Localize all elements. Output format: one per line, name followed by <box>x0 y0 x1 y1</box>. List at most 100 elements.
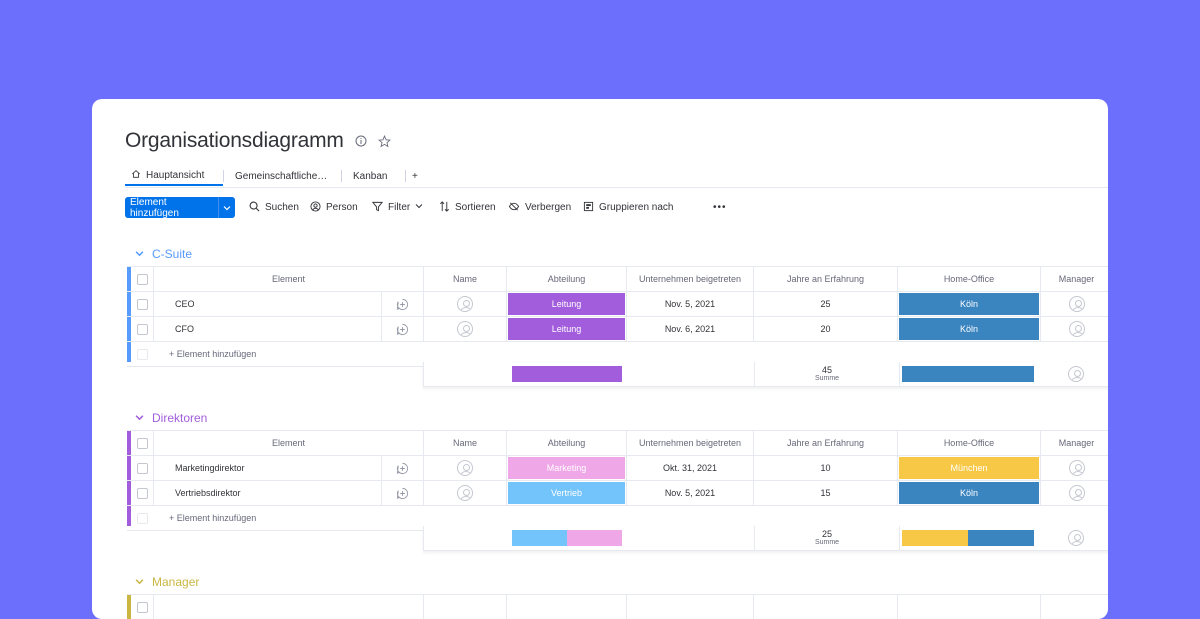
add-view-button[interactable]: + <box>412 166 418 186</box>
add-update-icon[interactable] <box>381 317 423 341</box>
status-cell-homeoffice[interactable]: Köln <box>897 292 1040 316</box>
col-abteilung[interactable]: Abteilung <box>506 267 626 291</box>
tab-hauptansicht[interactable]: Hauptansicht <box>125 166 223 186</box>
add-update-icon[interactable] <box>381 292 423 316</box>
group-header-manager[interactable]: Manager <box>135 575 199 589</box>
status-cell-abteilung[interactable]: Marketing <box>506 456 626 480</box>
col-name[interactable]: Name <box>423 431 506 455</box>
col-homeoffice[interactable]: Home-Office <box>897 431 1040 455</box>
board-title[interactable]: Organisationsdiagramm <box>125 129 344 153</box>
manager-cell[interactable] <box>1040 292 1108 316</box>
item-name[interactable]: CFO <box>153 317 381 341</box>
chevron-down-icon[interactable] <box>135 411 144 425</box>
group-title[interactable]: Direktoren <box>152 411 207 425</box>
group-title[interactable]: C-Suite <box>152 247 192 261</box>
row-checkbox[interactable] <box>131 292 153 316</box>
add-update-icon[interactable] <box>381 481 423 505</box>
status-cell-homeoffice[interactable]: Köln <box>897 317 1040 341</box>
person-filter-button[interactable]: Person <box>310 197 358 218</box>
col-erfahrung[interactable]: Jahre an Erfahrung <box>753 431 897 455</box>
select-all-checkbox[interactable] <box>131 595 153 619</box>
summary-bar-segment-vertrieb[interactable] <box>512 530 567 546</box>
chevron-down-icon[interactable] <box>135 575 144 589</box>
summary-bar-homeoffice[interactable] <box>902 366 1034 382</box>
col-element[interactable]: Element <box>153 267 423 291</box>
person-cell[interactable] <box>423 456 506 480</box>
number-cell[interactable]: 15 <box>753 481 897 505</box>
table-row[interactable]: CFO Leitung Nov. 6, 2021 20 Köln <box>127 317 1108 342</box>
select-all-checkbox[interactable] <box>131 431 153 455</box>
col-manager[interactable]: Manager <box>1040 431 1108 455</box>
add-item-row[interactable]: + Element hinzufügen <box>127 342 423 367</box>
status-cell-abteilung[interactable]: Vertrieb <box>506 481 626 505</box>
add-item-row[interactable]: + Element hinzufügen <box>127 506 423 531</box>
group-header-direktoren[interactable]: Direktoren <box>135 411 207 425</box>
col-erfahrung[interactable] <box>753 595 897 619</box>
date-cell[interactable]: Nov. 5, 2021 <box>626 481 753 505</box>
summary-sum-cell[interactable]: 25 Summe <box>754 526 900 550</box>
col-abteilung[interactable] <box>506 595 626 619</box>
col-homeoffice[interactable] <box>897 595 1040 619</box>
more-options-button[interactable]: ••• <box>713 197 727 218</box>
add-item-inline[interactable]: + Element hinzufügen <box>153 342 423 366</box>
hide-button[interactable]: Verbergen <box>508 197 571 218</box>
table-row[interactable]: Vertriebsdirektor Vertrieb Nov. 5, 2021 … <box>127 481 1108 506</box>
col-beigetreten[interactable]: Unternehmen beigetreten <box>626 267 753 291</box>
manager-cell[interactable] <box>1040 456 1108 480</box>
col-abteilung[interactable]: Abteilung <box>506 431 626 455</box>
date-cell[interactable]: Nov. 5, 2021 <box>626 292 753 316</box>
person-cell[interactable] <box>423 292 506 316</box>
search-button[interactable]: Suchen <box>249 197 299 218</box>
col-element[interactable] <box>153 595 423 619</box>
group-title[interactable]: Manager <box>152 575 199 589</box>
col-beigetreten[interactable]: Unternehmen beigetreten <box>626 431 753 455</box>
summary-bar-segment-muenchen[interactable] <box>902 530 968 546</box>
manager-cell[interactable] <box>1040 317 1108 341</box>
number-cell[interactable]: 20 <box>753 317 897 341</box>
summary-bar-segment-koeln[interactable] <box>968 530 1034 546</box>
info-icon[interactable] <box>354 134 368 148</box>
tab-gemeinschaftliche[interactable]: Gemeinschaftliche… <box>235 166 327 186</box>
item-name[interactable]: Vertriebsdirektor <box>153 481 381 505</box>
manager-cell[interactable] <box>1040 481 1108 505</box>
col-element[interactable]: Element <box>153 431 423 455</box>
summary-sum-cell[interactable]: 45 Summe <box>754 362 900 386</box>
chevron-down-icon[interactable] <box>135 247 144 261</box>
add-item-button[interactable]: Element hinzufügen <box>125 197 235 218</box>
date-cell[interactable]: Nov. 6, 2021 <box>626 317 753 341</box>
col-manager[interactable] <box>1040 595 1108 619</box>
col-erfahrung[interactable]: Jahre an Erfahrung <box>753 267 897 291</box>
col-name[interactable]: Name <box>423 267 506 291</box>
add-update-icon[interactable] <box>381 456 423 480</box>
add-item-inline[interactable]: + Element hinzufügen <box>153 506 423 530</box>
col-name[interactable] <box>423 595 506 619</box>
summary-bar-segment-marketing[interactable] <box>567 530 622 546</box>
person-cell[interactable] <box>423 317 506 341</box>
status-cell-abteilung[interactable]: Leitung <box>506 317 626 341</box>
col-homeoffice[interactable]: Home-Office <box>897 267 1040 291</box>
tab-kanban[interactable]: Kanban <box>353 166 387 186</box>
col-manager[interactable]: Manager <box>1040 267 1108 291</box>
select-all-checkbox[interactable] <box>131 267 153 291</box>
date-cell[interactable]: Okt. 31, 2021 <box>626 456 753 480</box>
number-cell[interactable]: 10 <box>753 456 897 480</box>
chevron-down-icon[interactable] <box>218 197 235 218</box>
col-beigetreten[interactable] <box>626 595 753 619</box>
star-icon[interactable] <box>378 134 392 148</box>
row-checkbox[interactable] <box>131 456 153 480</box>
person-cell[interactable] <box>423 481 506 505</box>
item-name[interactable]: CEO <box>153 292 381 316</box>
row-checkbox[interactable] <box>131 317 153 341</box>
summary-bar-abteilung[interactable] <box>512 366 622 382</box>
sort-button[interactable]: Sortieren <box>439 197 496 218</box>
group-header-csuite[interactable]: C-Suite <box>135 247 192 261</box>
table-row[interactable]: CEO Leitung Nov. 5, 2021 25 Köln <box>127 292 1108 317</box>
filter-button[interactable]: Filter <box>372 197 423 218</box>
status-cell-homeoffice[interactable]: München <box>897 456 1040 480</box>
item-name[interactable]: Marketingdirektor <box>153 456 381 480</box>
group-by-button[interactable]: Gruppieren nach <box>583 197 674 218</box>
row-checkbox[interactable] <box>131 481 153 505</box>
status-cell-homeoffice[interactable]: Köln <box>897 481 1040 505</box>
status-cell-abteilung[interactable]: Leitung <box>506 292 626 316</box>
table-row[interactable]: Marketingdirektor Marketing Okt. 31, 202… <box>127 456 1108 481</box>
